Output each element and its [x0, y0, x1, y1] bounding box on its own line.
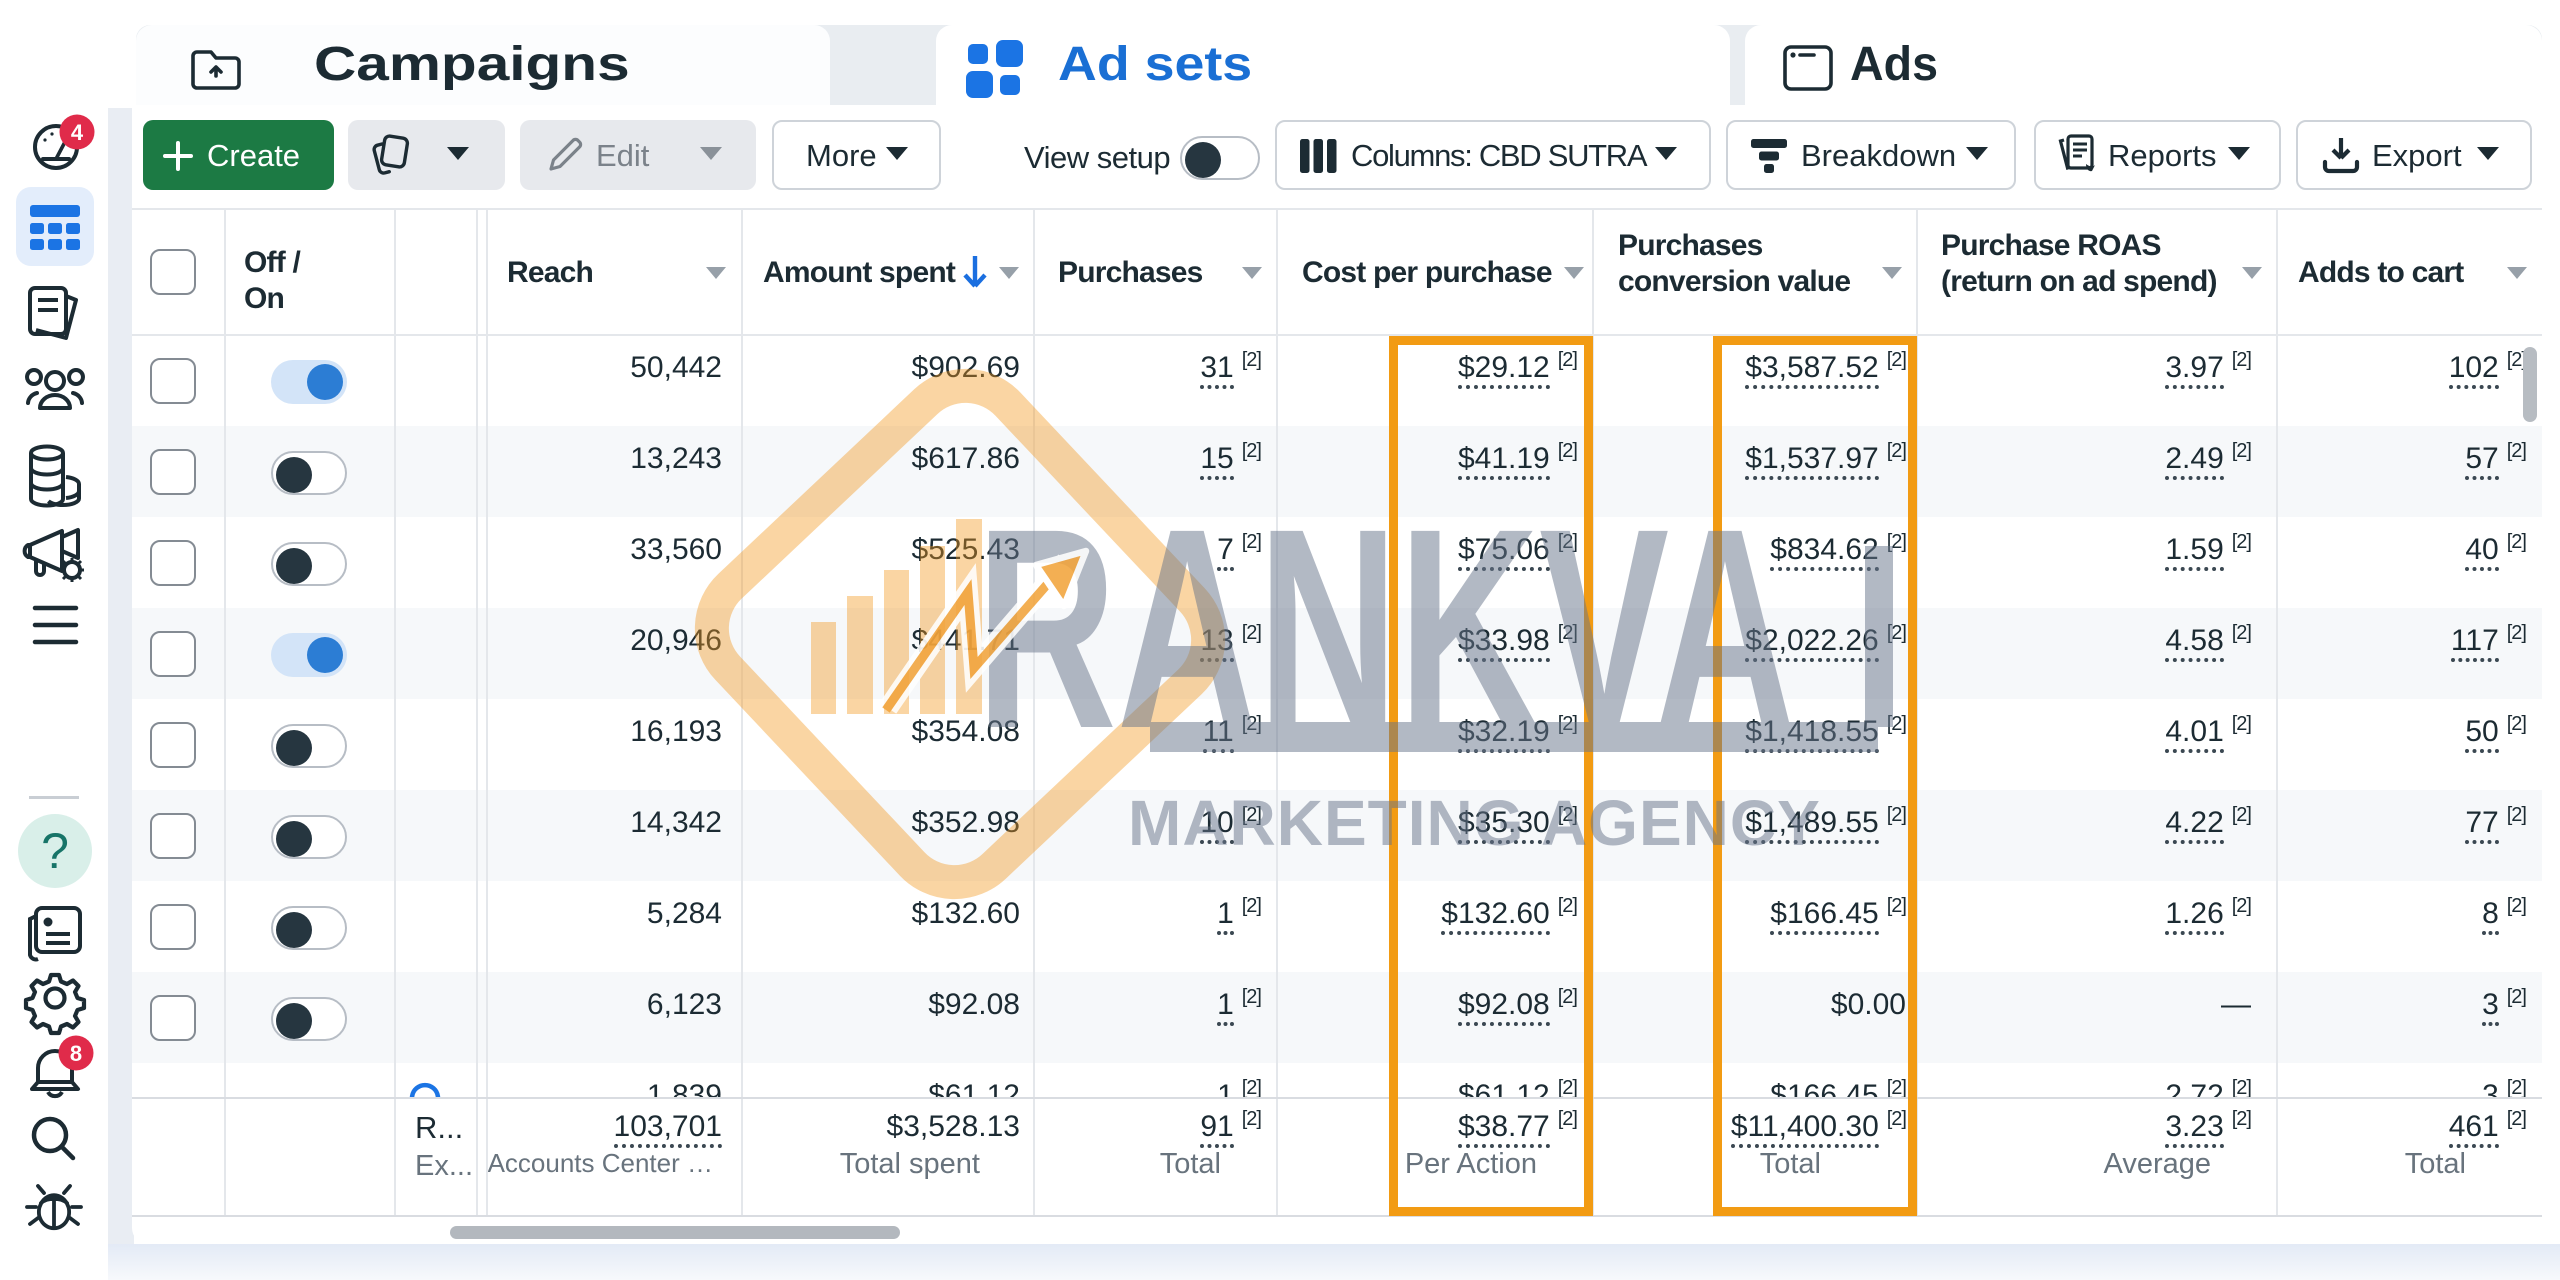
svg-text:MARKETING AGENCY: MARKETING AGENCY	[1128, 787, 1821, 859]
svg-text:8: 8	[70, 1041, 82, 1066]
svg-text:?: ?	[41, 823, 69, 879]
svg-text:4: 4	[71, 120, 84, 145]
